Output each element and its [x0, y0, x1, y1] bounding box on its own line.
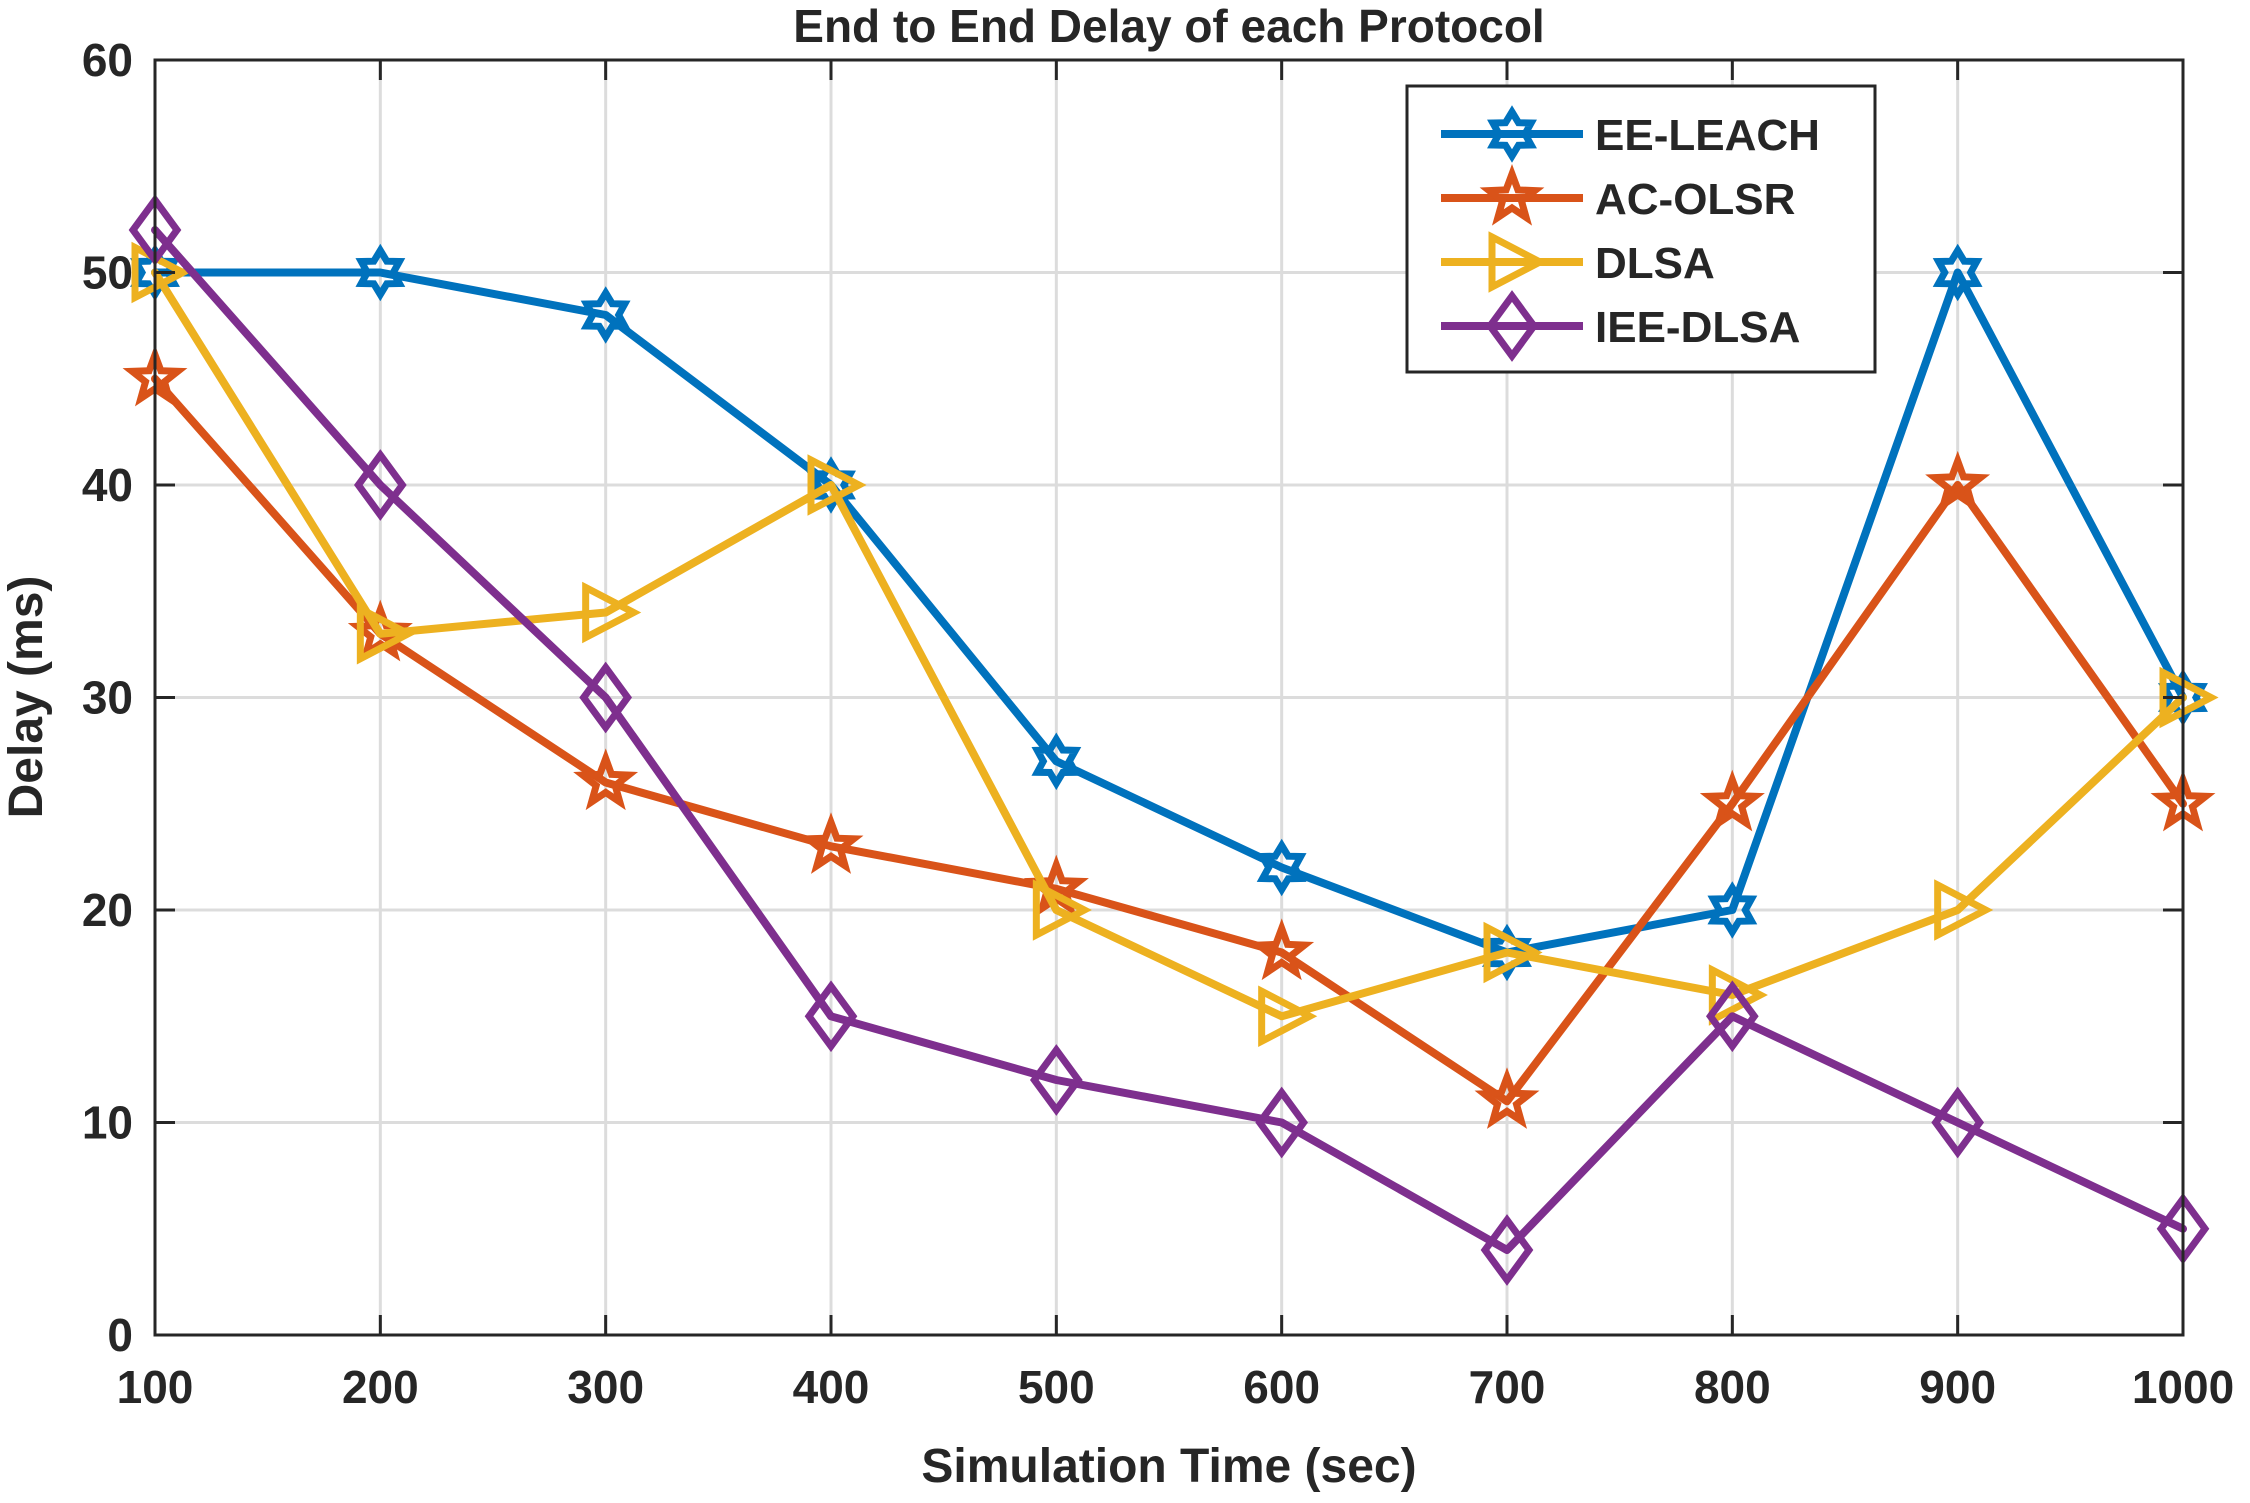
grid-layer [153, 58, 2185, 1337]
legend-item: IEE-DLSA [1441, 290, 1800, 362]
series-line [151, 268, 2187, 1021]
x-axis-label: Simulation Time (sec) [921, 1440, 1416, 1493]
series-ee-leach [130, 243, 2208, 982]
data-point [353, 449, 407, 521]
legend: EE-LEACH AC-OLSR DLSA IEE-DLSA [1405, 84, 1877, 374]
series-ac-olsr [122, 344, 2216, 1129]
series-dlsa [131, 241, 2219, 1048]
legend-marker [1488, 231, 1548, 293]
chart-title: End to End Delay of each Protocol [793, 0, 1544, 52]
y-axis-label: Delay (ms) [0, 576, 53, 819]
x-tick-label: 700 [1469, 1361, 1546, 1413]
data-point [1255, 1086, 1309, 1159]
data-point [355, 243, 406, 302]
data-point [1931, 1086, 1985, 1159]
y-tick-label: 40 [82, 459, 133, 511]
x-tick-label: 500 [1018, 1361, 1095, 1413]
legend-marker [1487, 105, 1537, 163]
data-point [807, 454, 867, 516]
data-point [580, 286, 631, 344]
series-line [151, 226, 2187, 1254]
legend-marker [1479, 163, 1545, 226]
data-point [1932, 243, 1983, 302]
tick-layer: 100 200 300 400 500 600 700 800 900 1000 0 10 20 30 40… [82, 34, 2234, 1413]
y-tick-label: 10 [82, 1097, 133, 1149]
legend-item: AC-OLSR [1441, 163, 1795, 226]
data-point [804, 980, 858, 1053]
data-point [1032, 879, 1092, 941]
data-point [1483, 921, 1543, 984]
x-tick-label: 400 [793, 1361, 870, 1413]
x-tick-label: 1000 [2132, 1361, 2234, 1413]
legend-item: DLSA [1441, 231, 1715, 293]
series-iee-dlsa [128, 194, 2210, 1286]
legend-label: DLSA [1595, 239, 1715, 288]
data-point [1708, 964, 1768, 1026]
data-point [573, 748, 639, 811]
data-point [1256, 838, 1307, 897]
data-point [1480, 1214, 1534, 1286]
legend-label: AC-OLSR [1595, 175, 1795, 224]
x-tick-label: 200 [342, 1361, 419, 1413]
y-tick-label: 0 [107, 1309, 133, 1361]
y-tick-label: 50 [82, 247, 133, 299]
data-point [582, 581, 642, 644]
data-point [1705, 980, 1759, 1053]
x-tick-label: 800 [1694, 1361, 1771, 1413]
series-layer [122, 194, 2219, 1286]
data-point [1699, 769, 1765, 832]
data-point [798, 812, 864, 874]
data-point [1258, 985, 1318, 1048]
data-point [1249, 918, 1315, 981]
data-point [1474, 1067, 1540, 1129]
y-tick-label: 30 [82, 672, 133, 724]
x-tick-label: 900 [1919, 1361, 1996, 1413]
data-point [356, 602, 416, 665]
series-line [151, 268, 2187, 957]
series-line [151, 374, 2187, 1106]
legend-label: EE-LEACH [1595, 111, 1820, 160]
data-point [1934, 879, 1994, 941]
x-tick-label: 300 [567, 1361, 644, 1413]
y-tick-label: 20 [82, 884, 133, 936]
x-tick-label: 600 [1243, 1361, 1320, 1413]
data-point [1707, 881, 1758, 939]
legend-label: IEE-DLSA [1595, 303, 1800, 352]
legend-item: EE-LEACH [1441, 105, 1820, 163]
data-point [1031, 732, 1082, 791]
data-point [1925, 450, 1991, 513]
legend-marker [1485, 290, 1539, 362]
y-tick-label: 60 [82, 34, 133, 86]
data-point [579, 661, 633, 734]
x-tick-label: 100 [117, 1361, 194, 1413]
data-point [1029, 1044, 1083, 1116]
